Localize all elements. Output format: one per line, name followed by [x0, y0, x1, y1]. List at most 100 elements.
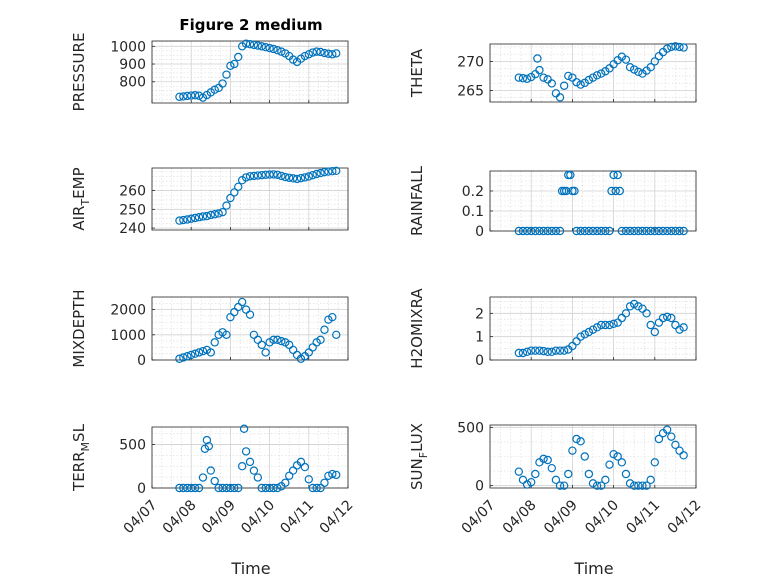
data-point [230, 188, 239, 197]
data-point [249, 171, 259, 181]
data-point [194, 348, 204, 357]
data-point [257, 42, 266, 51]
data-point [551, 475, 561, 485]
y-label-main: AIR [70, 206, 88, 231]
data-point [273, 483, 282, 493]
data-point [597, 69, 606, 78]
x-tick-label: 04/11 [277, 497, 317, 537]
data-point [518, 348, 528, 358]
y-label-suffix: SL [70, 423, 88, 442]
data-point [332, 470, 341, 480]
data-point [671, 42, 680, 51]
data-point [296, 173, 306, 183]
data-point [292, 174, 302, 184]
data-point [332, 49, 341, 58]
axes-frame [489, 43, 697, 103]
data-point [671, 440, 680, 450]
data-point [234, 182, 243, 191]
data-point [605, 226, 614, 236]
data-point [522, 347, 532, 357]
data-point [265, 483, 274, 493]
x-tick-label: 04/10 [238, 497, 278, 537]
data-point [588, 73, 598, 82]
data-point [253, 473, 263, 482]
data-point [230, 59, 239, 69]
data-point [572, 78, 581, 87]
x-axis-label-right: Time [573, 559, 613, 578]
data-point [658, 313, 668, 323]
data-point [265, 170, 274, 179]
data-point [531, 346, 540, 355]
data-point [625, 479, 635, 488]
y-tick-label: 500 [457, 420, 484, 436]
data-point [601, 226, 610, 236]
data-point [234, 52, 243, 62]
data-point [646, 226, 655, 236]
subplot-h2omixra: 0 1 2 H2OMIXRA [408, 288, 697, 369]
data-point [316, 335, 325, 345]
data-point [535, 346, 544, 355]
data-point [320, 325, 329, 334]
data-point [245, 172, 255, 181]
data-point [269, 483, 278, 493]
data-point [597, 481, 606, 490]
data-point [576, 80, 585, 89]
data-point [662, 312, 672, 322]
x-tick-label: 04/11 [623, 497, 663, 537]
data-point [675, 325, 684, 334]
data-point [218, 207, 227, 217]
data-point [642, 226, 651, 236]
data-point [222, 70, 231, 79]
data-point [576, 332, 585, 341]
y-tick-label: 0 [137, 481, 146, 497]
y-tick-label: 0 [475, 479, 484, 495]
data-point [662, 44, 672, 53]
data-point [580, 226, 589, 236]
data-point [210, 476, 219, 486]
data-point [328, 312, 337, 322]
data-point [630, 481, 639, 490]
data-point [630, 65, 639, 74]
data-point [650, 226, 660, 236]
data-point [186, 483, 196, 493]
data-point [324, 49, 333, 58]
data-point [304, 475, 313, 484]
data-point [592, 323, 602, 332]
data-point [592, 71, 602, 80]
data-point [568, 73, 577, 82]
data-point [518, 74, 528, 83]
data-point [514, 73, 524, 82]
y-tick-label: 0 [475, 353, 484, 369]
data-point [304, 172, 313, 181]
data-point [198, 473, 208, 482]
data-point [328, 50, 337, 59]
data-point [249, 40, 259, 50]
data-point [654, 434, 664, 444]
data-point [539, 454, 548, 464]
axes-frame [151, 296, 349, 361]
data-point [239, 424, 249, 433]
data-point [265, 43, 274, 53]
data-point [175, 216, 184, 225]
data-point [679, 451, 688, 460]
data-point [613, 318, 622, 327]
data-point [547, 226, 557, 236]
data-point [261, 170, 270, 179]
data-point [312, 47, 321, 56]
data-point [527, 477, 536, 487]
data-point [237, 462, 247, 471]
data-point [522, 74, 532, 84]
data-point [175, 483, 184, 493]
data-point [667, 313, 676, 323]
data-point [605, 320, 614, 330]
data-point [568, 341, 577, 351]
data-point [281, 172, 290, 182]
y-tick-label: 1000 [110, 39, 146, 55]
data-point [269, 170, 278, 179]
data-point [634, 226, 643, 236]
x-tick-label: 04/10 [582, 497, 622, 537]
data-point [568, 446, 577, 455]
data-point [650, 458, 660, 467]
data-point [646, 320, 655, 330]
